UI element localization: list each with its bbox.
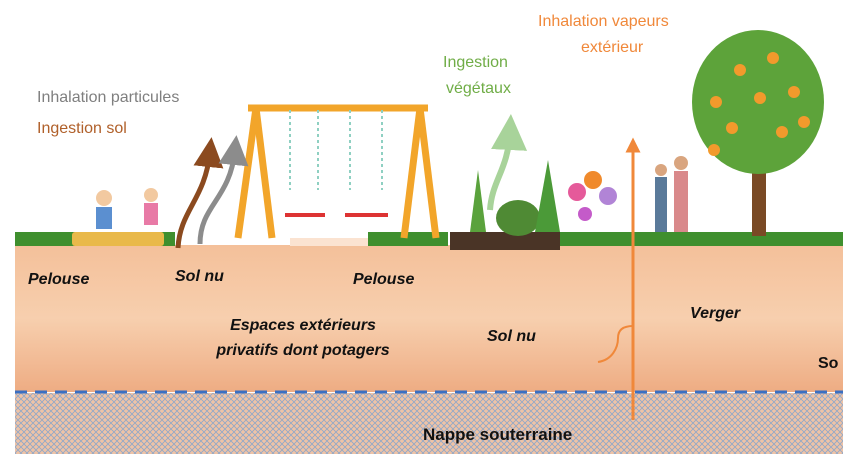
- scene: Inhalation particules Ingestion sol Inge…: [0, 0, 843, 454]
- vegetable-patch: [450, 160, 560, 250]
- pathway-label: végétaux: [446, 80, 511, 97]
- zone-label: Sol nu: [487, 328, 536, 345]
- zone-label: Pelouse: [353, 271, 414, 288]
- zone-label: Pelouse: [28, 271, 89, 288]
- pathway-label: Ingestion: [443, 54, 508, 71]
- arrow-soil: [178, 152, 210, 248]
- area-label: privatifs dont potagers: [215, 342, 389, 359]
- pathway-label: Inhalation particules: [37, 89, 179, 106]
- pathway-label: extérieur: [581, 39, 644, 56]
- area-label: Espaces extérieurs: [230, 317, 376, 334]
- family: [655, 156, 688, 232]
- pathway-label: Ingestion sol: [37, 120, 127, 137]
- swing: [238, 108, 436, 238]
- zone-label: Sol nu: [175, 268, 224, 285]
- groundwater-label: Nappe souterraine: [423, 425, 572, 444]
- flowers: [568, 171, 617, 221]
- tree: [692, 30, 824, 236]
- bare-soil: [290, 238, 368, 246]
- groundwater-zone: [15, 393, 843, 454]
- arrow-particles: [200, 150, 235, 244]
- pathway-label: Inhalation vapeurs: [538, 13, 669, 30]
- sandbox: [72, 188, 164, 246]
- zone-label: So: [818, 355, 839, 372]
- arrow-vegetables: [490, 132, 510, 210]
- zone-label: Verger: [690, 305, 741, 322]
